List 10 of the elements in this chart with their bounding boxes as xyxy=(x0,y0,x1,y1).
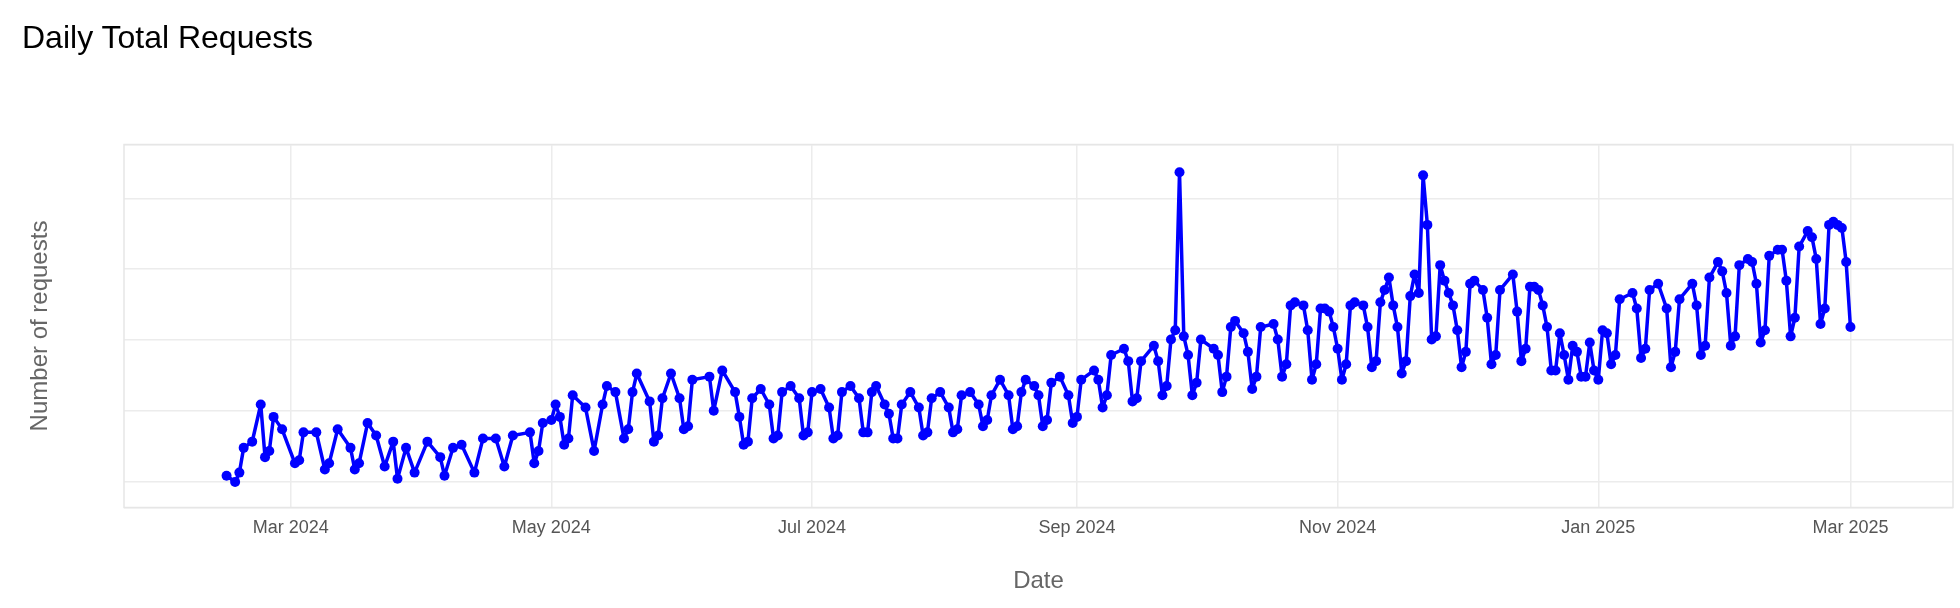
x-tick-label: Jul 2024 xyxy=(777,517,847,538)
x-tick-label: Mar 2025 xyxy=(1812,517,1889,538)
x-tick-label: Jan 2025 xyxy=(1561,517,1636,538)
x-tick-label: Nov 2024 xyxy=(1299,517,1377,538)
x-tick-label: Mar 2024 xyxy=(252,517,329,538)
y-axis-title: Number of requests xyxy=(25,220,53,432)
x-tick-label: May 2024 xyxy=(511,517,591,538)
x-tick-label: Sep 2024 xyxy=(1038,517,1116,538)
chart-title: Daily Total Requests xyxy=(22,19,314,56)
x-axis-title: Date xyxy=(1013,566,1064,594)
